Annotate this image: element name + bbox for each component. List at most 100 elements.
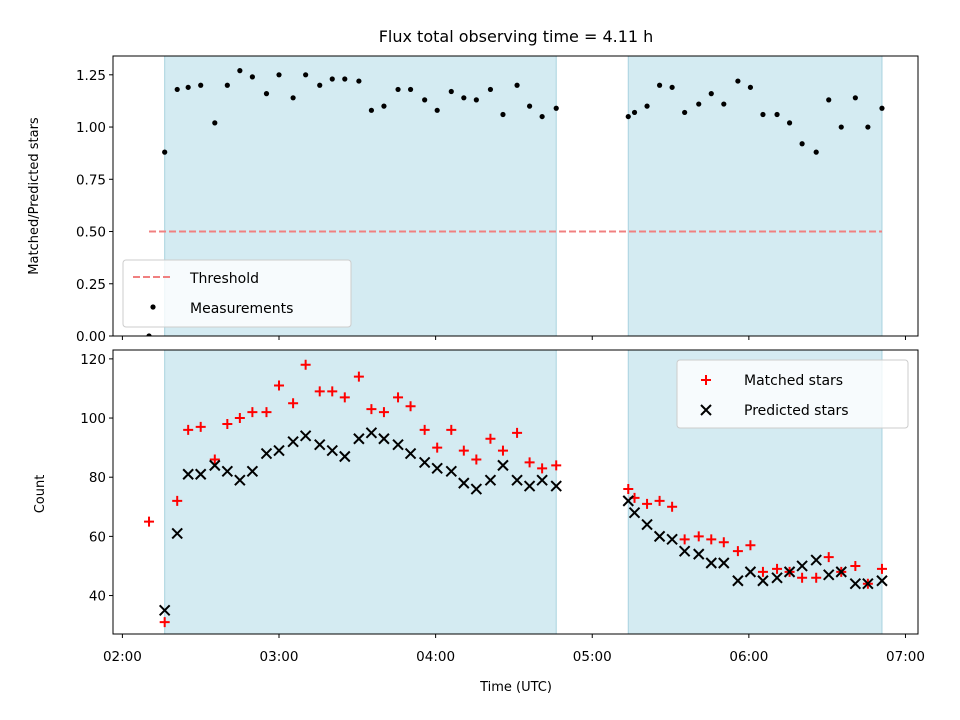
predicted-stars-point <box>810 554 822 566</box>
predicted-stars-point <box>458 477 470 489</box>
y-tick-label: 0.75 <box>76 172 106 188</box>
measurement-point <box>303 72 309 78</box>
predicted-stars-point <box>823 569 835 581</box>
measurement-point <box>669 84 675 90</box>
measurement-point <box>813 149 819 155</box>
matched-stars-point <box>654 495 665 506</box>
matched-stars-point <box>706 534 717 545</box>
plot-layer: 0.00 0.25 0.50 0.75 1.00 1.25 Threshold Measure… <box>76 55 925 665</box>
matched-stars-point <box>732 546 743 557</box>
measurement-point <box>342 76 348 82</box>
measurement-point <box>721 101 727 107</box>
measurement-point <box>625 113 631 120</box>
matched-stars-point <box>222 418 233 429</box>
measurement-point <box>852 95 858 101</box>
predicted-stars-point <box>693 548 705 560</box>
legend-predicted-swatch <box>700 404 712 416</box>
x-tick-label: 05:00 <box>573 649 612 665</box>
predicted-stars-point <box>678 545 691 557</box>
measurement-point <box>799 141 805 147</box>
measurement-point <box>865 124 871 130</box>
matched-stars-point <box>623 484 634 495</box>
y-tick-label: 80 <box>89 470 106 486</box>
predicted-stars-point <box>876 575 888 587</box>
measurement-point <box>249 74 255 80</box>
legend-top: Threshold Measurements <box>122 259 352 328</box>
measurement-point <box>317 82 323 88</box>
matched-stars-point <box>679 534 690 545</box>
x-tick-label: 06:00 <box>729 649 768 665</box>
x-tick-label: 04:00 <box>416 649 455 665</box>
measurement-point <box>735 78 741 84</box>
matched-stars-point <box>458 445 469 456</box>
matched-stars-point <box>757 566 768 577</box>
predicted-stars-point <box>862 578 874 590</box>
measurement-point <box>708 91 714 97</box>
x-tick-label: 03:00 <box>260 649 299 665</box>
legend-measurements-label: Measurements <box>190 301 293 317</box>
legend-box <box>676 359 909 429</box>
predicted-stars-point <box>796 560 808 572</box>
matched-stars-point <box>512 427 523 438</box>
predicted-stars-point <box>849 578 862 590</box>
y-tick-label: 100 <box>80 411 106 427</box>
measurement-point <box>329 76 335 82</box>
predicted-stars-point <box>353 433 365 445</box>
y-tick-label: 1.00 <box>76 120 106 136</box>
matched-stars-point <box>405 401 416 412</box>
matched-stars-point <box>261 407 272 418</box>
predicted-stars-point <box>404 447 417 460</box>
count-panel-data <box>144 359 888 628</box>
measurement-point <box>631 109 638 116</box>
matched-stars-point <box>537 463 548 474</box>
y-tick-label: 60 <box>89 529 106 545</box>
matched-stars-point <box>183 424 194 435</box>
measurement-point <box>162 149 168 155</box>
legend-threshold-label: Threshold <box>189 271 259 287</box>
predicted-stars-point <box>445 465 457 477</box>
measurement-point <box>395 86 401 93</box>
legend-measurements-swatch <box>150 304 156 310</box>
top-panel-ylabel: Matched/Predicted stars <box>27 117 42 275</box>
y-tick-label: 0.25 <box>76 277 106 293</box>
matched-stars-point <box>353 371 364 382</box>
measurement-point <box>539 113 545 120</box>
panel-1: 40 60 80 100 120 02:00 03:00 04:00 05:00 06:00 07:… <box>80 349 925 665</box>
matched-stars-point <box>823 552 834 563</box>
matched-stars-point <box>288 398 299 409</box>
matched-stars-point <box>247 407 258 418</box>
predicted-stars-point <box>314 438 326 451</box>
measurement-point <box>407 86 414 93</box>
measurement-point <box>838 124 844 130</box>
matched-stars-point <box>339 392 350 403</box>
legend-box <box>122 259 352 328</box>
predicted-stars-point <box>182 468 194 480</box>
matched-stars-point <box>300 359 311 370</box>
matched-stars-point <box>811 572 822 583</box>
matched-stars-point <box>551 460 562 471</box>
matched-stars-point <box>195 421 206 432</box>
matched-stars-point <box>446 424 457 435</box>
predicted-stars-point <box>273 444 285 457</box>
matched-stars-point <box>524 457 535 468</box>
measurement-point <box>553 105 559 111</box>
predicted-stars-point <box>718 557 730 569</box>
matched-stars-point <box>314 386 325 397</box>
predicted-stars-point <box>418 456 431 469</box>
predicted-stars-point <box>339 450 351 463</box>
measurement-point <box>185 84 191 90</box>
measurement-point <box>174 86 180 93</box>
measurement-point <box>682 109 688 116</box>
matched-stars-point <box>797 572 808 583</box>
predicted-stars-point <box>234 474 246 486</box>
chart-title: Flux total observing time = 4.11 h <box>379 27 654 46</box>
observing-interval-band <box>164 350 557 634</box>
matched-stars-point <box>159 617 170 628</box>
matched-stars-point <box>642 498 653 509</box>
predicted-stars-point <box>523 480 536 492</box>
measurement-point <box>237 68 243 74</box>
matched-stars-point <box>718 537 729 548</box>
legend-bottom: Matched stars Predicted stars <box>676 359 909 429</box>
predicted-stars-point <box>246 465 259 477</box>
